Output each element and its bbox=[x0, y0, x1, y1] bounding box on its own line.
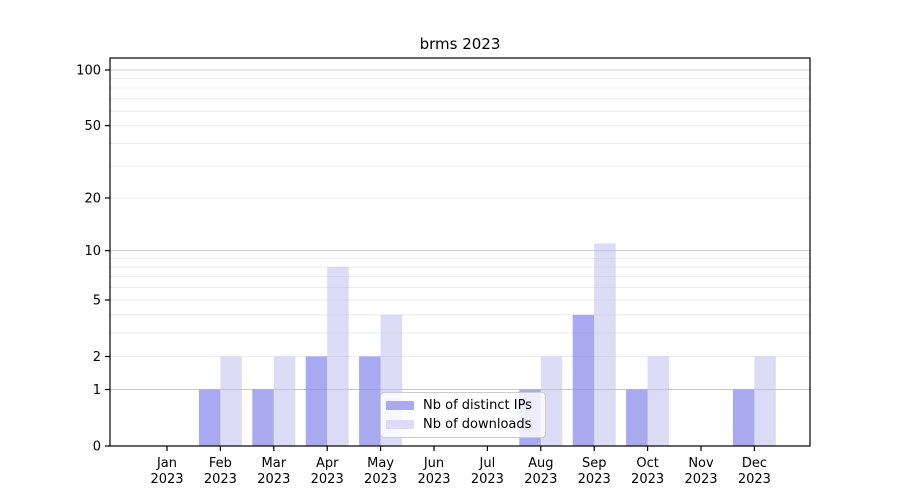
x-tick-label-year: 2023 bbox=[204, 472, 237, 487]
y-tick-label: 20 bbox=[84, 191, 101, 206]
x-tick-label-month: Oct bbox=[636, 456, 658, 471]
bar-distinct-ips-mar-2023 bbox=[252, 389, 274, 446]
x-tick-label-year: 2023 bbox=[684, 472, 717, 487]
x-tick-label-year: 2023 bbox=[524, 472, 557, 487]
plot-border bbox=[109, 57, 811, 447]
legend-swatch-distinct-ips-icon bbox=[386, 401, 414, 410]
x-tick-label-month: Apr bbox=[316, 456, 339, 471]
x-tick-label-year: 2023 bbox=[150, 472, 183, 487]
x-tick-label-month: Aug bbox=[528, 456, 553, 471]
bar-distinct-ips-sep-2023 bbox=[572, 314, 595, 446]
y-tick-label: 5 bbox=[93, 294, 101, 309]
x-tick-label-month: Mar bbox=[262, 456, 287, 471]
x-tick-label-month: Sep bbox=[582, 456, 607, 471]
bar-downloads-apr-2023 bbox=[327, 266, 349, 446]
bar-distinct-ips-apr-2023 bbox=[305, 356, 328, 446]
legend-item-downloads: Nb of downloads bbox=[386, 417, 537, 432]
y-tick-label: 50 bbox=[84, 119, 101, 134]
x-tick-label-month: Jan bbox=[156, 456, 177, 471]
bar-distinct-ips-oct-2023 bbox=[626, 389, 648, 446]
bar-downloads-oct-2023 bbox=[647, 356, 670, 446]
y-tick-label: 0 bbox=[93, 440, 101, 455]
x-tick-label-year: 2023 bbox=[738, 472, 771, 487]
bar-downloads-sep-2023 bbox=[594, 243, 616, 446]
x-tick-label-year: 2023 bbox=[471, 472, 504, 487]
chart-title: brms 2023 bbox=[419, 35, 501, 53]
bar-downloads-dec-2023 bbox=[754, 356, 776, 446]
bar-distinct-ips-may-2023 bbox=[359, 356, 381, 446]
y-tick-label: 1 bbox=[93, 383, 101, 398]
bar-distinct-ips-dec-2023 bbox=[732, 389, 755, 446]
legend-label-distinct-ips: Nb of distinct IPs bbox=[423, 398, 532, 413]
bar-downloads-mar-2023 bbox=[273, 356, 296, 446]
legend-label-downloads: Nb of downloads bbox=[423, 417, 532, 432]
bar-distinct-ips-feb-2023 bbox=[198, 389, 221, 446]
y-tick-label: 100 bbox=[76, 63, 101, 78]
x-tick-label-year: 2023 bbox=[364, 472, 397, 487]
x-tick-label-year: 2023 bbox=[631, 472, 664, 487]
x-tick-label-year: 2023 bbox=[417, 472, 450, 487]
x-tick-label-month: Dec bbox=[742, 456, 767, 471]
bar-downloads-feb-2023 bbox=[220, 356, 242, 446]
y-tick-label: 10 bbox=[84, 244, 101, 259]
x-tick-label-month: Jun bbox=[423, 456, 444, 471]
x-tick-label-year: 2023 bbox=[311, 472, 344, 487]
x-tick-label-month: Feb bbox=[209, 456, 232, 471]
x-tick-label-year: 2023 bbox=[578, 472, 611, 487]
legend-swatch-downloads-icon bbox=[386, 420, 414, 429]
legend: Nb of distinct IPs Nb of downloads bbox=[380, 392, 546, 438]
x-tick-label-month: Jul bbox=[479, 456, 496, 471]
x-tick-label-year: 2023 bbox=[257, 472, 290, 487]
legend-item-distinct-ips: Nb of distinct IPs bbox=[386, 398, 537, 413]
x-tick-label-month: Nov bbox=[688, 456, 714, 471]
y-tick-label: 2 bbox=[93, 350, 101, 365]
x-tick-label-month: May bbox=[367, 456, 394, 471]
bar-downloads-aug-2023 bbox=[540, 356, 563, 446]
